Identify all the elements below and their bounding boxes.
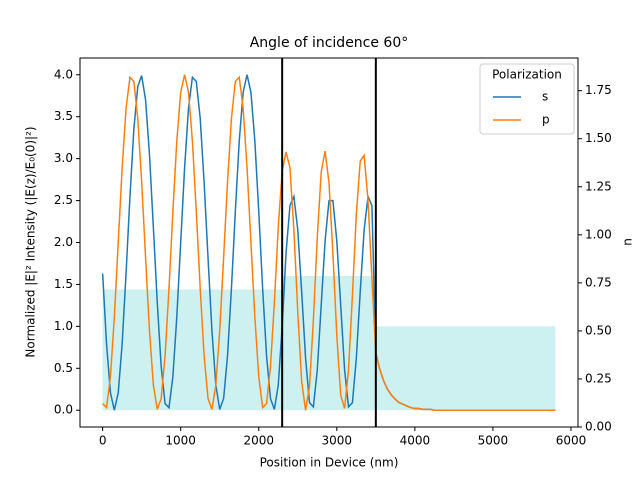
x-axis-label: Position in Device (nm) [260, 456, 399, 470]
y2-axis-label: n [621, 238, 635, 246]
x-tick-label: 0 [99, 434, 107, 448]
x-tick-label: 3000 [322, 434, 353, 448]
legend-title: Polarization [492, 68, 562, 82]
y2-tick-label: 0.00 [585, 420, 612, 434]
y-tick-label: 0.0 [54, 403, 73, 417]
x-tick-label: 1000 [165, 434, 196, 448]
y-tick-label: 1.0 [54, 319, 73, 333]
index-region [102, 289, 283, 411]
chart-title: Angle of incidence 60° [250, 35, 409, 51]
x-tick-label: 4000 [400, 434, 431, 448]
y-tick-label: 4.0 [54, 67, 73, 81]
y-tick-label: 2.0 [54, 235, 73, 249]
legend-label: s [542, 90, 548, 104]
series-line [102, 74, 556, 411]
legend-label: p [542, 113, 550, 127]
y2-tick-label: 1.00 [585, 227, 612, 241]
y-tick-label: 0.5 [54, 361, 73, 375]
x-tick-label: 6000 [556, 434, 587, 448]
y2-tick-label: 1.25 [585, 179, 612, 193]
legend-box [479, 63, 575, 135]
y2-tick-label: 0.75 [585, 275, 612, 289]
legend: Polarization sp [479, 63, 575, 135]
y2-tick-label: 0.50 [585, 323, 612, 337]
y2-tick-label: 1.75 [585, 83, 612, 97]
y-tick-label: 1.5 [54, 277, 73, 291]
y2-tick-label: 1.50 [585, 131, 612, 145]
y2-tick-label: 0.25 [585, 371, 612, 385]
x-tick-label: 5000 [478, 434, 509, 448]
x-tick-label: 2000 [243, 434, 274, 448]
index-region [282, 276, 376, 411]
index-region [375, 326, 556, 411]
y-axis-label: Normalized |E|² Intensity (|E(z)/E₀(0)|²… [24, 126, 38, 357]
y-tick-label: 2.5 [54, 193, 73, 207]
y-tick-label: 3.5 [54, 109, 73, 123]
y-tick-label: 3.0 [54, 151, 73, 165]
